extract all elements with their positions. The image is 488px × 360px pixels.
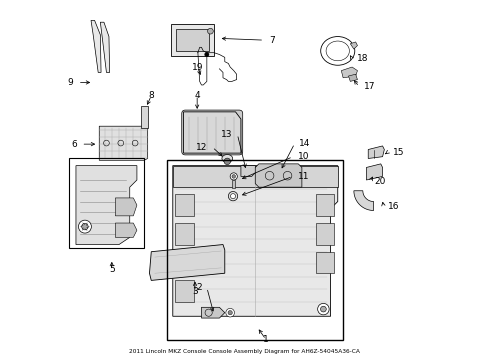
Polygon shape xyxy=(115,198,137,216)
Polygon shape xyxy=(316,194,333,216)
Ellipse shape xyxy=(222,154,232,162)
Polygon shape xyxy=(341,67,357,78)
Text: 10: 10 xyxy=(297,152,308,161)
Bar xyxy=(171,24,214,56)
Polygon shape xyxy=(172,166,337,316)
Polygon shape xyxy=(174,223,194,244)
Circle shape xyxy=(231,175,235,178)
Polygon shape xyxy=(174,252,194,273)
Polygon shape xyxy=(241,166,257,176)
Bar xyxy=(176,30,208,51)
Polygon shape xyxy=(172,166,337,187)
Text: 11: 11 xyxy=(297,172,308,181)
Text: 19: 19 xyxy=(192,63,203,72)
Polygon shape xyxy=(255,164,301,187)
Circle shape xyxy=(230,194,235,199)
Polygon shape xyxy=(353,191,373,211)
Text: 8: 8 xyxy=(148,91,154,100)
Polygon shape xyxy=(348,74,357,81)
Text: 14: 14 xyxy=(299,139,310,148)
Polygon shape xyxy=(149,244,224,280)
Polygon shape xyxy=(349,42,357,49)
Text: 16: 16 xyxy=(387,202,399,211)
Polygon shape xyxy=(99,126,147,160)
Circle shape xyxy=(225,309,234,317)
Polygon shape xyxy=(174,280,194,302)
Text: 9: 9 xyxy=(67,78,73,87)
Polygon shape xyxy=(91,21,101,72)
Bar xyxy=(232,180,235,188)
Text: 5: 5 xyxy=(109,265,115,274)
Text: 17: 17 xyxy=(363,82,375,91)
Polygon shape xyxy=(76,166,137,244)
Polygon shape xyxy=(140,107,147,128)
Circle shape xyxy=(204,52,208,57)
Text: 18: 18 xyxy=(356,54,367,63)
Text: 7: 7 xyxy=(268,36,274,45)
Polygon shape xyxy=(115,223,137,237)
Polygon shape xyxy=(174,194,194,216)
Circle shape xyxy=(230,173,237,180)
Circle shape xyxy=(227,311,232,315)
Circle shape xyxy=(207,28,213,34)
Circle shape xyxy=(317,303,328,315)
Circle shape xyxy=(320,306,325,312)
Polygon shape xyxy=(100,22,109,72)
Bar xyxy=(69,158,144,248)
Text: 15: 15 xyxy=(392,148,403,157)
Circle shape xyxy=(81,224,88,230)
Text: 4: 4 xyxy=(194,90,200,99)
Text: 13: 13 xyxy=(221,130,232,139)
Text: 2011 Lincoln MKZ Console Console Assembly Diagram for AH6Z-54045A36-CA: 2011 Lincoln MKZ Console Console Assembl… xyxy=(129,349,359,354)
Polygon shape xyxy=(316,252,333,273)
Circle shape xyxy=(78,220,91,233)
Polygon shape xyxy=(367,146,384,158)
Text: 12: 12 xyxy=(196,143,207,152)
Text: 3: 3 xyxy=(192,287,198,296)
FancyBboxPatch shape xyxy=(182,110,242,155)
Text: 20: 20 xyxy=(374,177,385,186)
Polygon shape xyxy=(201,307,224,318)
Polygon shape xyxy=(366,164,382,180)
Circle shape xyxy=(224,158,230,165)
Bar xyxy=(167,160,343,339)
Text: 1: 1 xyxy=(263,335,268,344)
Circle shape xyxy=(228,192,237,201)
Polygon shape xyxy=(183,112,241,153)
Text: 2: 2 xyxy=(196,283,202,292)
Text: 6: 6 xyxy=(71,140,77,149)
Polygon shape xyxy=(316,223,333,244)
